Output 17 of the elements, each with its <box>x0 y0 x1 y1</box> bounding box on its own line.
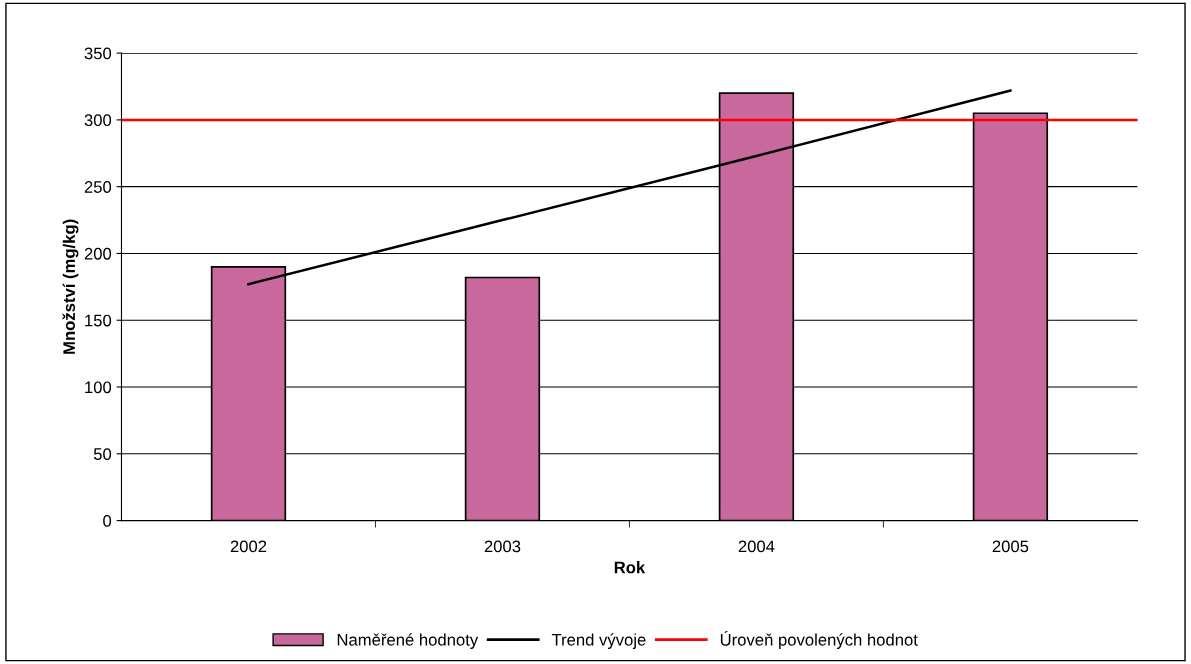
y-tick-label: 300 <box>84 114 112 127</box>
legend-label: Trend vývoje <box>551 633 646 649</box>
x-tick-label: 2002 <box>230 540 267 553</box>
y-tick-label: 100 <box>85 381 112 394</box>
legend-label: Naměřené hodnoty <box>337 633 479 649</box>
x-axis-title: Rok <box>614 561 646 574</box>
y-tick-label: 50 <box>93 448 112 460</box>
x-tick-label: 2003 <box>484 540 521 553</box>
y-axis-title: Množství (mg/kg) <box>62 219 79 354</box>
y-tick-label: 350 <box>84 47 112 60</box>
y-tick-label: 250 <box>84 181 112 193</box>
y-tick-label: 200 <box>84 247 112 260</box>
legend-label: Úroveň povolených hodnot <box>720 631 918 649</box>
y-tick-label: 150 <box>85 314 112 327</box>
y-tick-label: 0 <box>103 514 112 527</box>
x-tick-label: 2004 <box>738 540 775 553</box>
x-tick-label: 2005 <box>992 540 1029 553</box>
